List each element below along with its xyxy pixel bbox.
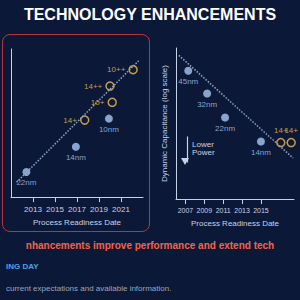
svg-text:14++: 14++ xyxy=(84,82,103,91)
svg-text:14nm: 14nm xyxy=(66,153,86,162)
svg-text:2013: 2013 xyxy=(24,205,42,214)
svg-text:Process Readiness Date: Process Readiness Date xyxy=(191,219,280,228)
svg-text:Lower: Lower xyxy=(192,139,216,149)
html-text:TECHNOLOGY ENHANCEMENTS: TECHNOLOGY ENHANCEMENTS xyxy=(23,6,277,23)
svg-text:2009: 2009 xyxy=(197,207,213,214)
svg-text:45nm: 45nm xyxy=(178,77,198,86)
svg-text:2011: 2011 xyxy=(216,207,231,214)
svg-text:32nm: 32nm xyxy=(197,100,217,109)
svg-text:2021: 2021 xyxy=(112,205,130,214)
svg-text:14+: 14+ xyxy=(284,126,298,135)
svg-text:10++: 10++ xyxy=(107,65,126,74)
html-text:nhancements improve performanc: nhancements improve performance and exte… xyxy=(25,240,275,251)
svg-text:22nm: 22nm xyxy=(16,178,37,188)
svg-text:2013: 2013 xyxy=(234,207,250,214)
svg-text:Process Readiness Date: Process Readiness Date xyxy=(33,218,122,227)
svg-text:Power: Power xyxy=(192,148,215,157)
svg-text:2017: 2017 xyxy=(68,205,86,214)
html-text:current expectations and avail: current expectations and available infor… xyxy=(6,284,172,293)
svg-text:14+: 14+ xyxy=(274,126,288,136)
svg-text:2015: 2015 xyxy=(253,207,269,214)
svg-text:10nm: 10nm xyxy=(99,125,119,134)
svg-text:10+: 10+ xyxy=(90,97,105,107)
svg-text:14+: 14+ xyxy=(63,116,77,125)
svg-text:2019: 2019 xyxy=(90,205,108,214)
svg-text:2007: 2007 xyxy=(178,207,194,214)
svg-text:14nm: 14nm xyxy=(251,148,271,157)
html-text:ING DAY: ING DAY xyxy=(6,262,39,271)
svg-text:Dynamic Capacitance (log scale: Dynamic Capacitance (log scale) xyxy=(160,65,169,182)
svg-text:2015: 2015 xyxy=(46,205,64,214)
svg-text:22nm: 22nm xyxy=(215,124,235,133)
